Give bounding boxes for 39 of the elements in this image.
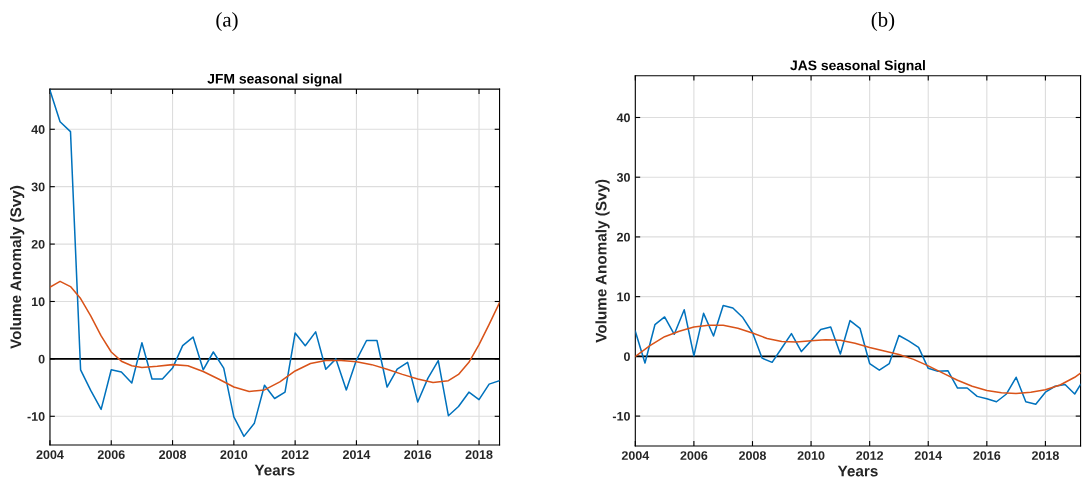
y-tick-label: 40	[616, 113, 630, 123]
y-tick-label: 30	[616, 173, 630, 182]
x-tick-label: 2004	[621, 451, 650, 460]
y-tick-label: 20	[31, 239, 45, 249]
text: (b)	[871, 12, 895, 31]
y-tick-label: 10	[617, 292, 630, 302]
y-tick-label: 0	[38, 354, 45, 364]
x-tick-label: 2006	[97, 450, 125, 460]
x-tick-label: 2008	[159, 450, 187, 460]
x-axis-title: Years	[837, 465, 878, 477]
text: (a)	[216, 12, 238, 31]
line-series	[635, 304, 1081, 405]
y-tick-label: -10	[612, 411, 630, 421]
x-tick-label: 2012	[856, 451, 884, 460]
x-tick-label: 2008	[739, 451, 767, 460]
y-axis-title: Volume Anomaly (Svy)	[10, 185, 25, 349]
x-tick-label: 2014	[914, 451, 943, 460]
y-tick-label: 40	[31, 125, 45, 134]
x-tick-label: 2006	[680, 451, 708, 460]
x-tick-label: 2018	[1031, 451, 1059, 460]
y-tick-label: -10	[27, 412, 45, 421]
x-tick-label: 2014	[342, 450, 371, 460]
y-tick-label: 30	[31, 182, 45, 192]
x-tick-label: 2010	[220, 450, 248, 460]
line-series	[635, 324, 1081, 395]
x-tick-label: 2016	[973, 451, 1001, 460]
x-tick-label: 2016	[404, 450, 432, 460]
x-tick-label: 2012	[281, 450, 309, 460]
chart-title: JFM seasonal signal	[207, 73, 342, 87]
x-tick-label: 2018	[465, 450, 493, 460]
x-axis-title: Years	[254, 464, 295, 476]
y-tick-label: 20	[616, 232, 630, 242]
x-tick-label: 2004	[36, 450, 64, 460]
chart-title: JAS seasonal Signal	[790, 60, 925, 74]
y-tick-label: 10	[31, 297, 45, 307]
y-tick-label: 0	[623, 352, 630, 362]
x-tick-label: 2010	[797, 451, 825, 460]
y-axis-title: Volume Anomaly (Svy)	[595, 179, 610, 343]
line-series	[49, 280, 500, 393]
